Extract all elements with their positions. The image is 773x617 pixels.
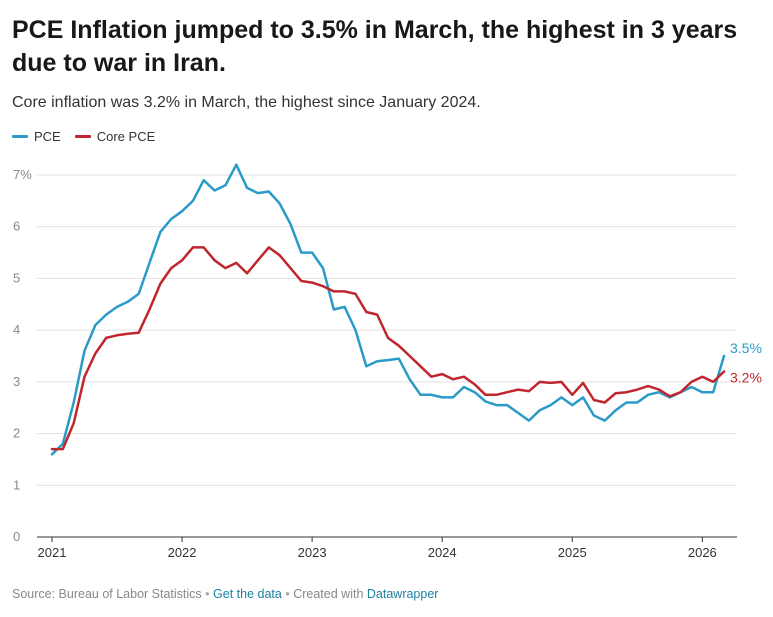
created-with-text: Created with	[293, 587, 364, 601]
y-tick-label: 6	[13, 219, 20, 234]
end-label-core-pce: 3.2%	[730, 370, 762, 386]
footer-separator: •	[205, 587, 210, 601]
y-tick-label: 4	[13, 322, 20, 337]
datawrapper-link[interactable]: Datawrapper	[366, 587, 439, 601]
legend-label-core-pce: Core PCE	[96, 129, 156, 144]
end-label-pce: 3.5%	[730, 340, 762, 356]
chart-title: PCE Inflation jumped to 3.5% in March, t…	[12, 16, 738, 77]
series-line-pce	[50, 163, 726, 456]
series-line-core-pce	[50, 246, 726, 451]
y-tick-label: 5	[13, 270, 20, 285]
y-tick-label: 2	[13, 426, 20, 441]
end-labels: 3.5% 3.2%	[730, 340, 762, 386]
legend-item-core-pce: Core PCE	[74, 129, 156, 144]
chart-legend: PCE Core PCE	[12, 129, 155, 144]
x-tick-label: 2025	[558, 545, 587, 560]
y-axis: 0 1 2 3 4 5 6 7%	[13, 167, 32, 544]
y-tick-label: 0	[13, 529, 20, 544]
legend-item-pce: PCE	[12, 129, 61, 144]
legend-swatch-pce	[12, 135, 28, 138]
chart-footer: Source: Bureau of Labor Statistics • Get…	[12, 587, 438, 601]
x-tick-label: 2021	[38, 545, 67, 560]
y-tick-label: 7%	[13, 167, 32, 182]
legend-label-pce: PCE	[34, 129, 61, 144]
get-data-link[interactable]: Get the data	[213, 587, 282, 601]
x-tick-label: 2022	[168, 545, 197, 560]
chart-subtitle: Core inflation was 3.2% in March, the hi…	[12, 94, 481, 111]
x-axis: 2021 2022 2023 2024 2025 2026	[38, 537, 717, 560]
x-tick-label: 2023	[298, 545, 327, 560]
footer-separator: •	[285, 587, 290, 601]
legend-swatch-core-pce	[74, 135, 91, 138]
source-text: Source: Bureau of Labor Statistics	[12, 587, 202, 601]
series-lines	[50, 163, 726, 456]
x-tick-label: 2026	[688, 545, 717, 560]
x-tick-label: 2024	[428, 545, 457, 560]
y-tick-label: 1	[13, 477, 20, 492]
gridlines	[37, 174, 737, 538]
y-tick-label: 3	[13, 374, 20, 389]
